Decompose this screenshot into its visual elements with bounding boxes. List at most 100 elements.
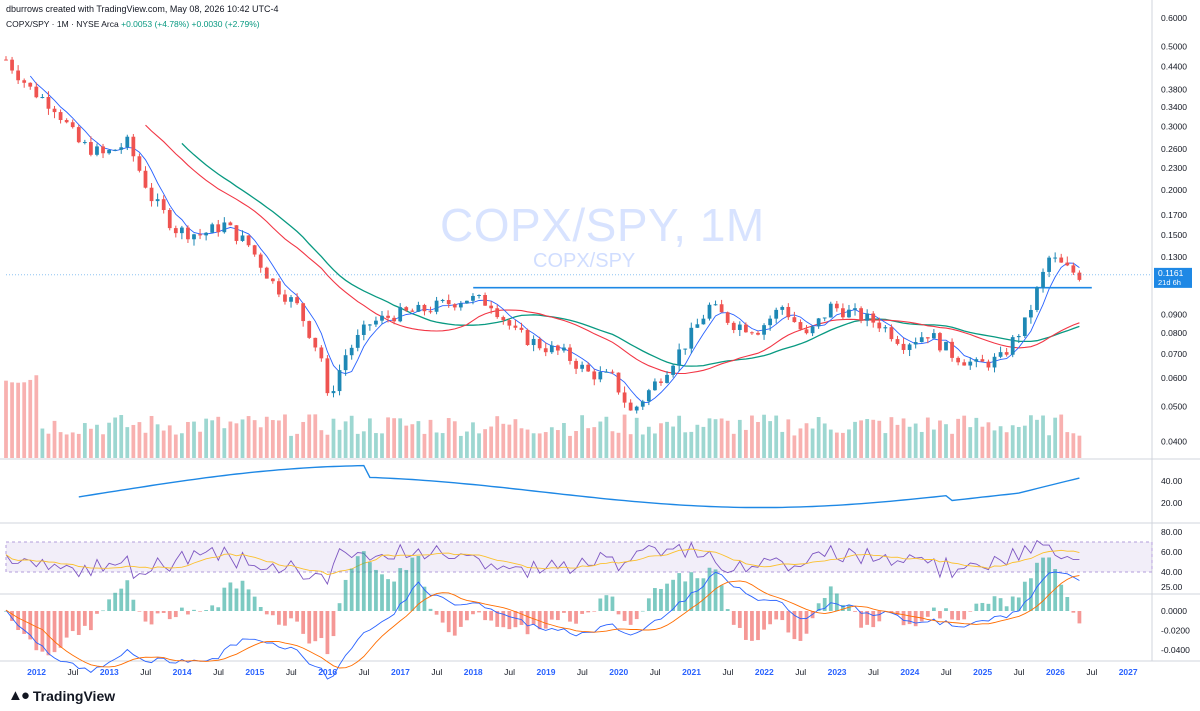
macd-histogram-bar bbox=[119, 588, 124, 611]
macd-histogram-bar bbox=[980, 602, 985, 611]
symbol-legend[interactable]: COPX/SPY · 1M · NYSE Arca +0.0053 (+4.78… bbox=[6, 19, 260, 29]
macd-histogram-bar bbox=[586, 611, 591, 613]
volume-bar bbox=[295, 433, 299, 458]
volume-bar bbox=[562, 422, 566, 458]
macd-histogram-bar bbox=[392, 581, 397, 611]
volume-bar bbox=[277, 420, 281, 458]
time-tick-label: Jul bbox=[868, 667, 879, 677]
candle-body bbox=[592, 371, 597, 380]
macd-histogram-bar bbox=[95, 611, 99, 614]
volume-bar bbox=[549, 427, 554, 458]
candle-body bbox=[143, 170, 148, 188]
price-tick-label: 0.6000 bbox=[1161, 13, 1187, 23]
macd-histogram-bar bbox=[622, 611, 627, 621]
macd-histogram-bar bbox=[707, 567, 712, 611]
volume-bar bbox=[452, 421, 457, 458]
rsi-ma-line bbox=[5, 548, 1080, 575]
volume-bar bbox=[986, 422, 991, 458]
volume-bar bbox=[1071, 433, 1076, 458]
volume-bar bbox=[204, 418, 209, 458]
candle-body bbox=[465, 300, 469, 304]
macd-histogram-bar bbox=[1004, 606, 1009, 611]
macd-histogram-bar bbox=[10, 611, 14, 621]
candle-body bbox=[1077, 272, 1082, 280]
macd-histogram-bar bbox=[295, 611, 299, 622]
macd-histogram-bar bbox=[525, 611, 530, 635]
volume-bar bbox=[16, 382, 21, 458]
last-price-label: 0.1161 bbox=[1158, 268, 1184, 278]
candle-body bbox=[319, 347, 324, 359]
volume-bar bbox=[956, 418, 961, 458]
rsi-tick-label: 60.00 bbox=[1161, 547, 1183, 557]
macd-tick-label: -0.0400 bbox=[1161, 645, 1190, 655]
macd-histogram-bar bbox=[1041, 557, 1045, 611]
candle-body bbox=[173, 228, 178, 234]
candle-body bbox=[1059, 257, 1064, 263]
macd-histogram-bar bbox=[610, 596, 615, 611]
volume-bar bbox=[568, 435, 572, 458]
candle-body bbox=[374, 320, 378, 325]
macd-histogram-bar bbox=[277, 611, 281, 625]
macd-histogram-bar bbox=[1053, 569, 1058, 611]
volume-bar bbox=[944, 424, 948, 458]
volume-bar bbox=[992, 430, 997, 458]
macd-histogram-bar bbox=[70, 611, 75, 632]
macd-histogram-bar bbox=[301, 611, 306, 634]
macd-histogram-bar bbox=[89, 611, 93, 631]
volume-bar bbox=[410, 424, 415, 458]
candle-body bbox=[640, 401, 645, 407]
candle-body bbox=[616, 372, 621, 393]
macd-histogram-bar bbox=[774, 611, 779, 620]
macd-histogram-bar bbox=[931, 607, 936, 611]
candle-body bbox=[610, 371, 615, 373]
price-tick-label: 0.0900 bbox=[1161, 310, 1187, 320]
macd-histogram-bar bbox=[416, 556, 421, 611]
candle-body bbox=[877, 322, 882, 329]
volume-bar bbox=[756, 421, 760, 458]
candle-body bbox=[507, 320, 512, 326]
candle-body bbox=[331, 391, 336, 394]
candle-body bbox=[458, 303, 463, 308]
macd-histogram-bar bbox=[386, 579, 390, 611]
tradingview-logo[interactable]: ▲● TradingView bbox=[8, 687, 115, 704]
time-tick-label: Jul bbox=[577, 667, 588, 677]
candle-body bbox=[1047, 257, 1051, 272]
volume-bar bbox=[646, 426, 651, 458]
volume-bar bbox=[1029, 415, 1033, 458]
candle-body bbox=[628, 402, 633, 411]
macd-histogram-bar bbox=[398, 568, 403, 611]
macd-histogram-bar bbox=[125, 580, 130, 611]
adx-tick-label: 40.00 bbox=[1161, 476, 1183, 486]
candle-body bbox=[677, 349, 682, 366]
volume-bar bbox=[762, 414, 766, 458]
volume-bar bbox=[640, 434, 645, 458]
price-tick-label: 0.0600 bbox=[1161, 373, 1187, 383]
candle-body bbox=[161, 199, 166, 211]
volume-bar bbox=[428, 419, 433, 458]
volume-bar bbox=[301, 421, 306, 458]
volume-bar bbox=[974, 417, 979, 458]
macd-histogram-bar bbox=[780, 611, 785, 621]
candle-body bbox=[483, 294, 487, 306]
candle-body bbox=[428, 311, 433, 313]
candle-body bbox=[1071, 265, 1076, 273]
candle-body bbox=[731, 322, 736, 331]
candle-body bbox=[277, 281, 281, 295]
candle-body bbox=[270, 278, 275, 282]
candle-body bbox=[204, 232, 209, 236]
volume-bar bbox=[228, 421, 233, 458]
volume-bar bbox=[950, 433, 954, 458]
candle-body bbox=[149, 187, 154, 202]
candle-body bbox=[495, 308, 500, 318]
candle-body bbox=[380, 315, 384, 321]
candle-body bbox=[1004, 352, 1009, 355]
price-tick-label: 0.0700 bbox=[1161, 349, 1187, 359]
time-tick-label: 2015 bbox=[245, 667, 264, 677]
volume-bar bbox=[149, 415, 154, 458]
candle-body bbox=[313, 337, 318, 348]
time-tick-label: Jul bbox=[504, 667, 515, 677]
macd-histogram-bar bbox=[598, 598, 603, 611]
candle-body bbox=[768, 318, 773, 326]
macd-histogram-bar bbox=[64, 611, 69, 638]
